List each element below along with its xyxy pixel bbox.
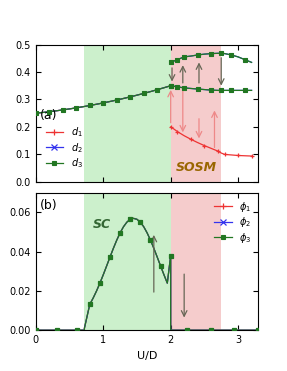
X-axis label: U/D: U/D	[137, 351, 157, 361]
Text: (b): (b)	[40, 199, 58, 212]
Text: SOSM: SOSM	[176, 161, 217, 174]
Bar	[171, 193, 221, 330]
Bar	[84, 193, 171, 330]
Text: SC: SC	[93, 218, 111, 231]
Bar	[171, 45, 221, 182]
Legend: $d_1$, $d_2$, $d_3$: $d_1$, $d_2$, $d_3$	[45, 125, 84, 171]
Legend: $\phi_1$, $\phi_2$, $\phi_3$: $\phi_1$, $\phi_2$, $\phi_3$	[212, 198, 253, 246]
Text: (a): (a)	[40, 109, 58, 122]
Bar	[84, 45, 171, 182]
